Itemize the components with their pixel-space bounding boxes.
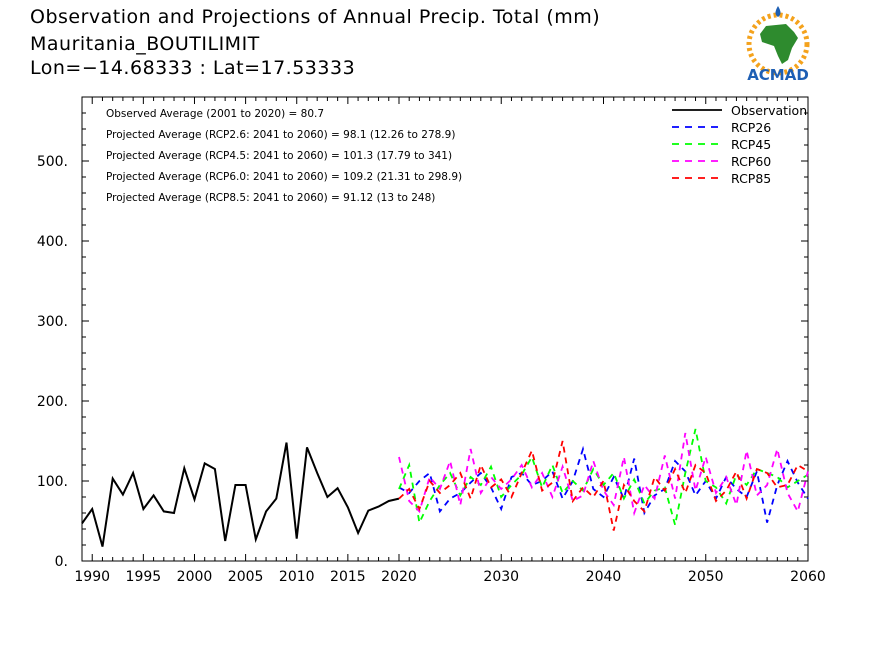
annotation-line: Projected Average (RCP4.5: 2041 to 2060)…: [106, 150, 452, 162]
annotation-line: Projected Average (RCP2.6: 2041 to 2060)…: [106, 129, 455, 141]
x-tick-label: 1995: [126, 569, 162, 585]
y-tick-label: 200.: [37, 394, 68, 410]
x-tick-label: 2005: [228, 569, 264, 585]
legend-label-rcp85: RCP85: [731, 171, 771, 186]
chart-title: Observation and Projections of Annual Pr…: [30, 6, 601, 28]
annotation-line: Projected Average (RCP6.0: 2041 to 2060)…: [106, 171, 462, 183]
annotation-line: Observed Average (2001 to 2020) = 80.7: [106, 108, 324, 120]
legend-label-rcp26: RCP26: [731, 120, 771, 135]
legend: Observation RCP26 RCP45 RCP60 RCP85: [672, 103, 807, 186]
x-tick-label: 2020: [381, 569, 417, 585]
africa-map-icon: [760, 24, 798, 64]
sun-rays-icon: [746, 12, 810, 76]
y-tick-label: 400.: [37, 234, 68, 250]
series-rcp45-line: [398, 428, 809, 526]
legend-label-rcp60: RCP60: [731, 154, 771, 169]
x-tick-label: 2060: [790, 569, 826, 585]
location-name: Mauritania_BOUTILIMIT: [30, 33, 260, 55]
acmad-logo: ACMAD: [746, 6, 810, 84]
legend-label-rcp45: RCP45: [731, 137, 771, 152]
x-tick-label: 2040: [586, 569, 622, 585]
series-observation-line: [81, 442, 400, 547]
annotation-block: Observed Average (2001 to 2020) = 80.7 Pr…: [106, 108, 462, 204]
legend-label-observation: Observation: [731, 103, 807, 118]
plot-frame: [81, 96, 809, 562]
y-tick-label: 500.: [37, 154, 68, 170]
x-tick-label: 2000: [177, 569, 213, 585]
water-drop-icon: [775, 6, 781, 17]
x-tick-label: 2015: [330, 569, 366, 585]
x-tick-label: 2010: [279, 569, 315, 585]
y-tick-label: 0.: [55, 554, 68, 570]
x-tick-label: 2030: [483, 569, 519, 585]
series-rcp60-line: [398, 432, 809, 517]
coordinates: Lon=−14.68333 : Lat=17.53333: [30, 57, 356, 79]
y-tick-label: 300.: [37, 314, 68, 330]
x-tick-label: 1990: [74, 569, 110, 585]
y-tick-label: 100.: [37, 474, 68, 490]
x-tick-label: 2050: [688, 569, 724, 585]
logo-text: ACMAD: [747, 66, 809, 84]
annotation-line: Projected Average (RCP8.5: 2041 to 2060)…: [106, 192, 435, 204]
